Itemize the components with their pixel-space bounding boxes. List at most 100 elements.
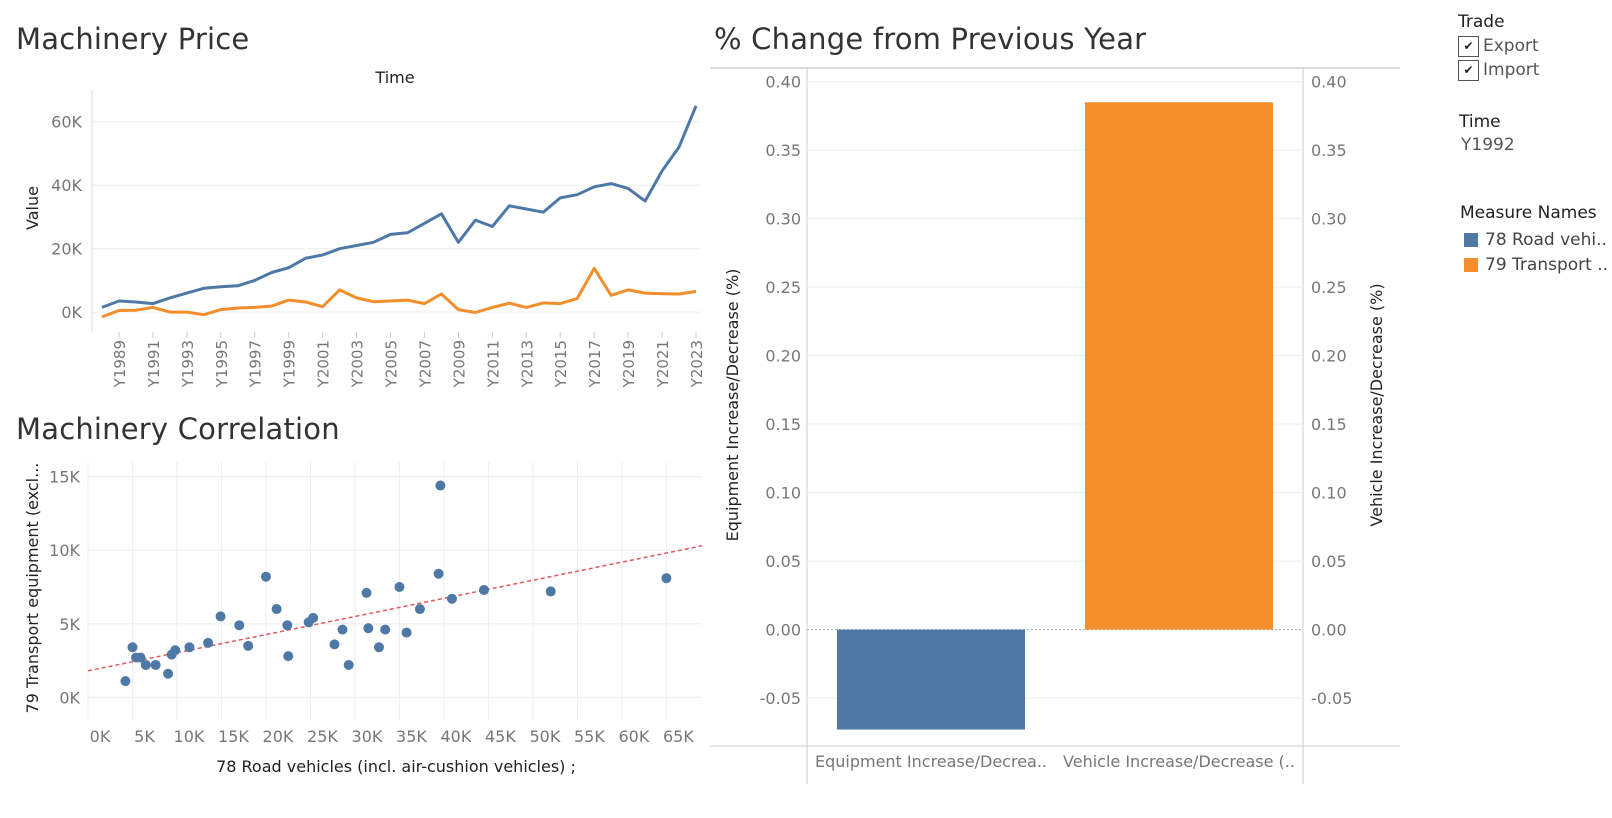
trade-option-export[interactable]: ✔ Export (1458, 34, 1612, 58)
scatter-x-tick-label: 0K (90, 727, 111, 746)
bar-left-y-tick-label: 0.05 (765, 552, 801, 571)
scatter-point (329, 639, 340, 650)
legend-item-transport[interactable]: 79 Transport .. (1464, 252, 1612, 277)
scatter-y-ticks: 0K 5K 10K 15K (49, 468, 80, 708)
bar-right-y-axis-title: Vehicle Increase/Decrease (%) (1367, 283, 1386, 526)
line-x-tick-label: Y2011 (484, 340, 502, 388)
bar-right-y-tick-label: 0.35 (1311, 141, 1347, 160)
scatter-point (414, 604, 425, 615)
bar-category-label: Equipment Increase/Decrea.. (815, 752, 1047, 771)
line-x-tick-label: Y2005 (383, 340, 401, 388)
scatter-point (361, 587, 372, 598)
bar-right-y-tick-label: 0.05 (1311, 552, 1347, 571)
bar-left-y-tick-label: -0.05 (760, 689, 801, 708)
bar-left-y-tick-label: 0.00 (765, 621, 801, 640)
bar-left-y-tick-label: 0.15 (765, 415, 801, 434)
pct-change-chart-title: % Change from Previous Year (714, 22, 1147, 56)
scatter-point (282, 620, 293, 631)
line-x-axis-title: Time (374, 68, 414, 87)
line-y-tick-label: 20K (51, 240, 82, 259)
line-x-tick-label: Y2009 (450, 340, 468, 388)
bar-right-y-tick-label: -0.05 (1311, 689, 1352, 708)
scatter-point (308, 612, 319, 623)
bar-left-y-axis-title: Equipment Increase/Decrease (%) (723, 269, 742, 542)
bar-left-y-tick-label: 0.30 (765, 210, 801, 229)
legend-label: 78 Road vehi.. (1485, 229, 1607, 250)
time-filter-title: Time (1459, 112, 1501, 132)
line-x-tick-label: Y1999 (281, 340, 299, 388)
scatter-point (401, 627, 412, 638)
line-y-tick-label: 40K (51, 176, 82, 195)
trade-filter-title: Trade (1458, 12, 1505, 32)
bar-right-y-tick-label: 0.30 (1311, 210, 1347, 229)
line-x-tick-label: Y2021 (654, 340, 672, 388)
time-filter-value[interactable]: Y1992 (1461, 135, 1515, 155)
scatter-x-tick-label: 25K (307, 727, 338, 746)
bar-right-y-ticks: -0.05 0.00 0.05 0.10 0.15 0.20 0.25 0.30 0.35 0.4… (1311, 73, 1352, 708)
bar-left-y-ticks: -0.05 0.00 0.05 0.10 0.15 0.20 0.25 0.30 0.35 0.4… (760, 73, 801, 708)
scatter-point (545, 586, 556, 597)
line-x-tick-label: Y1995 (213, 340, 231, 388)
scatter-x-tick-label: 50K (529, 727, 560, 746)
scatter-point (163, 668, 174, 679)
bar-left-y-tick-label: 0.35 (765, 141, 801, 160)
bar-right-y-tick-label: 0.10 (1311, 484, 1347, 503)
checkbox-export[interactable]: ✔ (1458, 35, 1479, 57)
scatter-point (283, 651, 294, 662)
price-chart-title: Machinery Price (16, 22, 250, 56)
line-x-tick-label: Y1989 (111, 340, 129, 388)
filters-panel: Trade ✔ Export ✔ Import Time Y1992 Measu… (1450, 12, 1612, 277)
scatter-point (140, 659, 151, 670)
scatter-y-tick-label: 10K (49, 541, 80, 560)
scatter-x-tick-label: 40K (441, 727, 472, 746)
scatter-x-tick-label: 65K (663, 727, 694, 746)
correlation-chart-title: Machinery Correlation (16, 412, 340, 446)
scatter-point (433, 568, 444, 579)
line-x-tick-label: Y2001 (315, 340, 333, 388)
scatter-point (661, 573, 672, 584)
line-x-tick-label: Y2017 (586, 340, 604, 388)
checkbox-import[interactable]: ✔ (1458, 59, 1479, 81)
line-x-tick-label: Y2003 (349, 340, 367, 388)
bar-left-y-tick-label: 0.10 (765, 484, 801, 503)
scatter-point (203, 637, 214, 648)
scatter-x-tick-label: 20K (263, 727, 294, 746)
scatter-y-tick-label: 5K (59, 615, 80, 634)
scatter-point (446, 593, 457, 604)
legend-item-road-vehicles[interactable]: 78 Road vehi.. (1464, 227, 1612, 252)
scatter-y-tick-label: 15K (49, 468, 80, 487)
scatter-x-tick-label: 45K (485, 727, 516, 746)
line-series-group (101, 105, 698, 319)
scatter-point (435, 480, 446, 491)
bar (837, 629, 1025, 730)
bar-left-y-tick-label: 0.25 (765, 278, 801, 297)
scatter-point (150, 659, 161, 670)
scatter-x-tick-label: 15K (218, 727, 249, 746)
line-x-tick-label: Y1993 (179, 340, 197, 388)
legend-swatch (1464, 232, 1478, 247)
bar-left-y-tick-label: 0.40 (765, 73, 801, 92)
trade-option-label: Export (1483, 36, 1539, 56)
scatter-point (215, 611, 226, 622)
line-x-tick-label: Y2007 (416, 340, 434, 388)
bar-right-y-tick-label: 0.15 (1311, 415, 1347, 434)
scatter-point (271, 604, 282, 615)
line-series-path (101, 266, 697, 319)
scatter-point (127, 642, 138, 653)
scatter-x-tick-label: 60K (618, 727, 649, 746)
legend-swatch (1464, 257, 1478, 272)
trade-option-import[interactable]: ✔ Import (1458, 58, 1612, 82)
line-y-ticks: 0K 20K 40K 60K (51, 113, 82, 322)
line-y-tick-label: 0K (61, 303, 82, 322)
scatter-point (260, 571, 271, 582)
bar-category-label: Vehicle Increase/Decrease (.. (1063, 752, 1295, 771)
scatter-point (363, 623, 374, 634)
line-series-path (101, 105, 698, 309)
scatter-y-tick-label: 0K (59, 688, 80, 707)
line-gridlines (91, 90, 700, 332)
legend-title: Measure Names (1460, 203, 1597, 223)
line-y-axis-title: Value (23, 186, 42, 230)
bar-right-y-tick-label: 0.00 (1311, 621, 1347, 640)
bar (1085, 102, 1273, 630)
line-x-tick-label: Y2015 (552, 340, 570, 388)
